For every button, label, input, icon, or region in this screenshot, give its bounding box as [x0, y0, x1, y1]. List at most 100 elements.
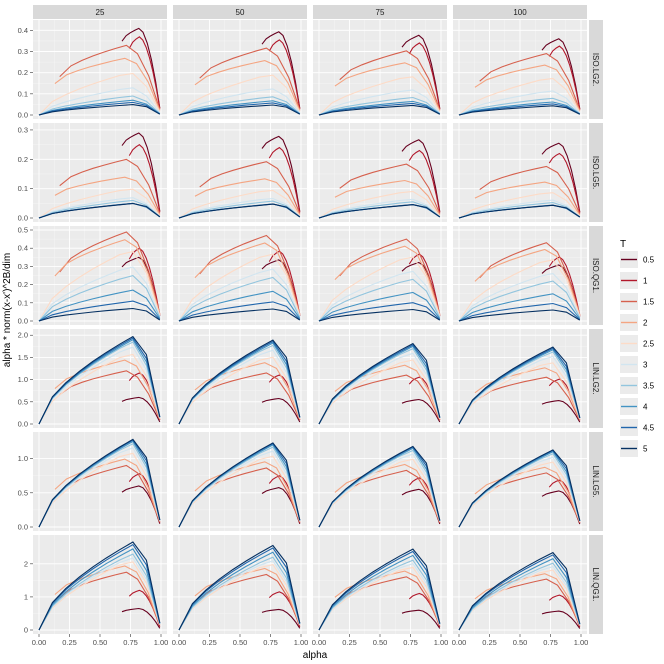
series-line — [38, 202, 161, 219]
column-strip-label: 75 — [376, 8, 385, 17]
series-line — [318, 453, 441, 528]
x-tick-label: 0.00 — [32, 638, 47, 647]
series-line — [318, 563, 441, 631]
series-line — [458, 569, 581, 631]
series-line — [318, 204, 441, 219]
series-line — [339, 374, 441, 421]
series-line — [178, 200, 301, 219]
series-line — [38, 197, 161, 219]
y-axis-title: alpha * norm(x-x')^2B/dim — [2, 253, 13, 367]
x-tick-label: 1.00 — [434, 638, 449, 647]
series-line — [178, 88, 301, 116]
series-line — [474, 248, 581, 316]
series-line — [474, 367, 581, 420]
row-strip: ISO.LG5. — [589, 123, 603, 222]
series-line — [318, 302, 441, 322]
series-line — [261, 135, 301, 212]
series-line — [199, 467, 301, 523]
facet-panel — [313, 535, 447, 634]
facet-panel — [453, 432, 587, 531]
series-line — [38, 188, 161, 219]
series-line — [178, 290, 301, 322]
series-line — [458, 456, 581, 528]
series-line — [401, 398, 441, 423]
legend-item: 1 — [620, 272, 648, 289]
series-line — [318, 89, 441, 116]
legend-item: 3.5 — [620, 377, 655, 394]
series-line — [318, 291, 441, 322]
x-tick-label: 0.75 — [543, 638, 558, 647]
x-tick-label: 0.25 — [342, 638, 357, 647]
row-strip-label: LIN.LG2. — [591, 362, 600, 394]
row-strip: LIN.LG5. — [589, 432, 603, 531]
series-line — [318, 458, 441, 528]
column-strip: 100 — [453, 5, 587, 19]
y-tick-label: 0.0 — [18, 420, 28, 429]
y-tick-label: 0.2 — [18, 155, 28, 164]
facet-panel — [313, 20, 447, 119]
series-line — [458, 449, 581, 528]
series-line — [268, 39, 301, 110]
series-line — [178, 551, 301, 631]
series-line — [318, 270, 441, 322]
x-tick-label: 0.75 — [263, 638, 278, 647]
facet-panel — [173, 20, 307, 119]
series-line — [458, 192, 581, 219]
series-line — [458, 204, 581, 219]
series-line — [38, 561, 161, 631]
series-line — [38, 353, 161, 425]
series-line — [474, 64, 581, 112]
series-line — [408, 253, 441, 316]
series-line — [408, 42, 441, 110]
series-line — [318, 445, 441, 528]
series-line — [334, 364, 441, 420]
series-line — [121, 607, 161, 629]
series-line — [548, 152, 581, 213]
facet-panel — [453, 20, 587, 119]
series-line — [318, 554, 441, 631]
column-strip-label: 100 — [513, 8, 527, 17]
legend-label: 2 — [643, 319, 648, 328]
series-line — [318, 278, 441, 322]
series-line — [334, 245, 441, 316]
x-tick-label: 0.50 — [233, 638, 248, 647]
series-line — [479, 376, 581, 421]
x-tick-label: 0.25 — [202, 638, 217, 647]
facet-panel — [173, 123, 307, 222]
x-tick-label: 0.00 — [452, 638, 467, 647]
y-tick-label: 0.0 — [18, 523, 28, 532]
series-line — [178, 301, 301, 322]
series-line — [178, 96, 301, 116]
series-line — [458, 90, 581, 116]
series-line — [38, 335, 161, 425]
series-line — [458, 101, 581, 116]
series-line — [318, 104, 441, 116]
series-line — [59, 158, 161, 214]
series-line — [38, 99, 161, 116]
series-line — [458, 302, 581, 322]
series-line — [38, 541, 161, 631]
y-tick-label: 0.3 — [18, 262, 28, 271]
legend-item: 5 — [620, 440, 648, 457]
facet-panel — [33, 432, 167, 531]
series-line — [458, 309, 581, 322]
series-line — [541, 142, 581, 213]
y-tick-label: 1.0 — [18, 375, 28, 384]
series-line — [38, 447, 161, 528]
series-line — [38, 72, 161, 116]
facet-panel — [173, 535, 307, 634]
x-tick-label: 0.75 — [403, 638, 418, 647]
row-strip-label: ISO.LG5. — [591, 156, 600, 189]
y-tick-label: 0.5 — [18, 226, 28, 235]
legend-item: 2 — [620, 314, 648, 331]
y-tick-label: 0.4 — [18, 26, 28, 35]
series-line — [178, 442, 301, 528]
row-strip: LIN.LG2. — [589, 329, 603, 428]
legend-item: 4 — [620, 398, 648, 415]
series-line — [194, 178, 301, 216]
facet-panel — [313, 226, 447, 325]
series-line — [128, 36, 161, 109]
series-line — [401, 609, 441, 629]
series-line — [54, 239, 161, 315]
series-line — [38, 300, 161, 322]
